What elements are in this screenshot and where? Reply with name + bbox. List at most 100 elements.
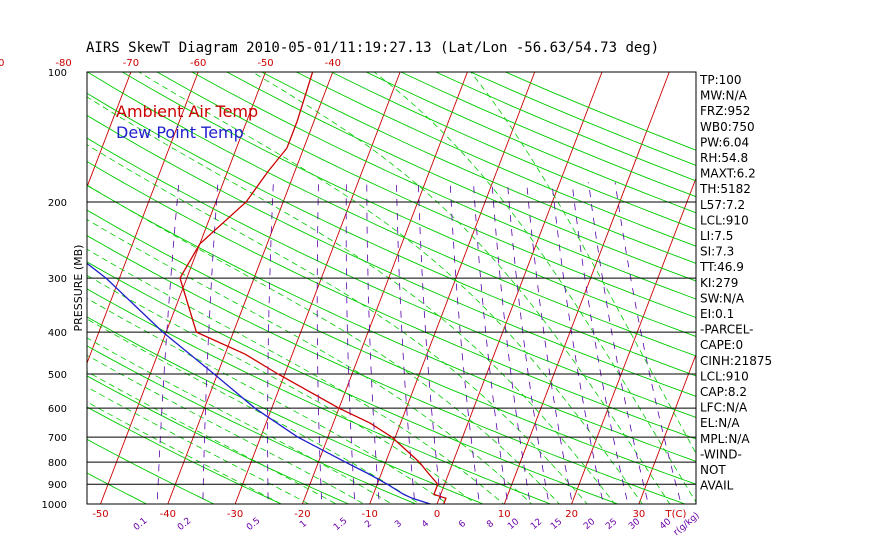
mixing-ratio-label: 3 <box>393 519 404 530</box>
chart-title: AIRS SkewT Diagram 2010-05-01/11:19:27.1… <box>86 40 659 56</box>
pressure-tick-label: 200 <box>48 198 67 209</box>
pressure-tick-label: 900 <box>48 480 67 491</box>
top-tick-label: -50 <box>257 58 273 69</box>
isotherm-line <box>87 72 132 189</box>
bottom-tick-label: -50 <box>92 509 108 520</box>
dry-adiabat-line <box>470 72 696 166</box>
dry-adiabat-line <box>87 406 283 504</box>
index-entry: SI:7.3 <box>700 245 734 259</box>
mixing-ratio-line <box>449 182 480 504</box>
bottom-tick-label: -20 <box>294 509 310 520</box>
index-entry: LCL:910 <box>700 213 749 227</box>
isotherm-line <box>774 72 870 504</box>
index-entry: TT:46.9 <box>699 260 744 274</box>
dewpoint-profile <box>87 262 431 504</box>
dry-adiabat-line <box>331 72 696 230</box>
axis-labels: -120-110-100-90-80-70-60-50-40-50-40-30-… <box>0 58 702 538</box>
top-tick-label: -90 <box>0 58 4 69</box>
dry-adiabat-line <box>87 261 619 504</box>
bottom-tick-label: -30 <box>227 509 243 520</box>
y-axis-label: PRESSURE (MB) <box>72 245 85 332</box>
pressure-tick-label: 300 <box>48 274 67 285</box>
mixing-ratio-label: 6 <box>457 519 468 531</box>
index-entry: MPL:N/A <box>700 432 750 446</box>
pressure-tick-label: 800 <box>48 458 67 469</box>
dry-adiabat-line <box>296 72 696 247</box>
mixing-ratio-label: 8 <box>485 519 496 531</box>
index-entry: KI:279 <box>700 276 738 290</box>
top-tick-label: -60 <box>190 58 206 69</box>
bottom-tick-label: -10 <box>362 509 378 520</box>
index-entry: FRZ:952 <box>700 104 750 118</box>
bottom-tick-label: 10 <box>498 509 511 520</box>
dry-adiabat-line <box>122 72 696 337</box>
index-entry: EL:N/A <box>700 416 740 430</box>
index-entry: TP:100 <box>699 73 742 87</box>
isotherm-line <box>571 177 696 504</box>
isotherm-line <box>638 353 696 504</box>
bottom-tick-label: 20 <box>565 509 578 520</box>
dry-adiabat-line <box>226 72 696 282</box>
mixing-ratio-label: 1 <box>298 519 309 530</box>
moist-adiabat-line <box>87 184 560 504</box>
mixing-ratio-label: 12 <box>529 517 544 532</box>
index-entry: NOT <box>700 463 726 477</box>
moist-adiabat-line <box>87 297 449 504</box>
mixing-ratio-label: 2 <box>363 519 374 530</box>
isotherm-line <box>436 72 603 504</box>
mixing-ratio-line <box>614 182 682 504</box>
index-entry: LI:7.5 <box>700 229 733 243</box>
index-entry: MAXT:6.2 <box>700 167 756 181</box>
legend-item-dewpoint: Dew Point Temp <box>116 123 244 142</box>
index-entry: L57:7.2 <box>700 198 745 212</box>
mixing-ratio-line <box>396 182 416 504</box>
top-tick-label: -80 <box>55 58 71 69</box>
pressure-tick-label: 400 <box>48 328 67 339</box>
index-entry: -WIND- <box>700 447 742 461</box>
mixing-ratio-label: 0.5 <box>245 516 262 533</box>
index-entry: TH:5182 <box>699 182 751 196</box>
temperature-profile <box>179 72 447 504</box>
moist-adiabat-line <box>87 248 505 504</box>
dry-adiabat-line <box>87 184 696 462</box>
dry-adiabat-line <box>156 72 696 319</box>
bottom-tick-label: 0 <box>434 509 440 520</box>
index-entry: LCL:910 <box>700 369 749 383</box>
top-tick-label: -40 <box>325 58 341 69</box>
legend: Ambient Air Temp Dew Point Temp <box>116 102 258 142</box>
dry-adiabat-line <box>87 72 696 357</box>
mixing-ratio-line <box>473 182 509 504</box>
dry-adiabat-line <box>87 160 696 440</box>
pressure-tick-label: 700 <box>48 433 67 444</box>
index-entry: EI:0.1 <box>700 307 734 321</box>
index-entry: CAPE:0 <box>700 338 743 352</box>
dry-adiabat-line <box>87 114 696 397</box>
index-entry: CINH:21875 <box>700 354 772 368</box>
moist-adiabat-line <box>87 144 588 504</box>
top-tick-label: -70 <box>123 58 139 69</box>
index-entry: LFC:N/A <box>700 401 748 415</box>
mixing-ratio-line <box>491 182 531 504</box>
mixing-ratio-label: 1.5 <box>332 516 349 533</box>
index-entry: SW:N/A <box>700 291 745 305</box>
dry-adiabat-line <box>191 72 696 300</box>
mixing-ratio-line <box>156 182 180 504</box>
dry-adiabat-line <box>261 72 696 264</box>
mixing-ratio-label: 25 <box>604 517 619 532</box>
bottom-tick-label: -40 <box>160 509 176 520</box>
isotherm-line <box>841 72 870 504</box>
mixing-ratio-label: 20 <box>582 517 597 532</box>
index-entry: PW:6.04 <box>700 135 749 149</box>
moist-adiabat-line <box>138 72 643 504</box>
moist-adiabat-line <box>374 72 696 503</box>
dry-adiabat-line <box>505 72 696 151</box>
index-entry: -PARCEL- <box>700 323 754 337</box>
bottom-tick-label: 30 <box>633 509 646 520</box>
dry-adiabat-line <box>87 375 350 504</box>
mixing-ratio-line <box>526 182 573 504</box>
dry-adiabat-line <box>87 438 215 504</box>
moist-adiabat-line <box>87 337 393 504</box>
moist-adiabat-line <box>252 72 671 504</box>
